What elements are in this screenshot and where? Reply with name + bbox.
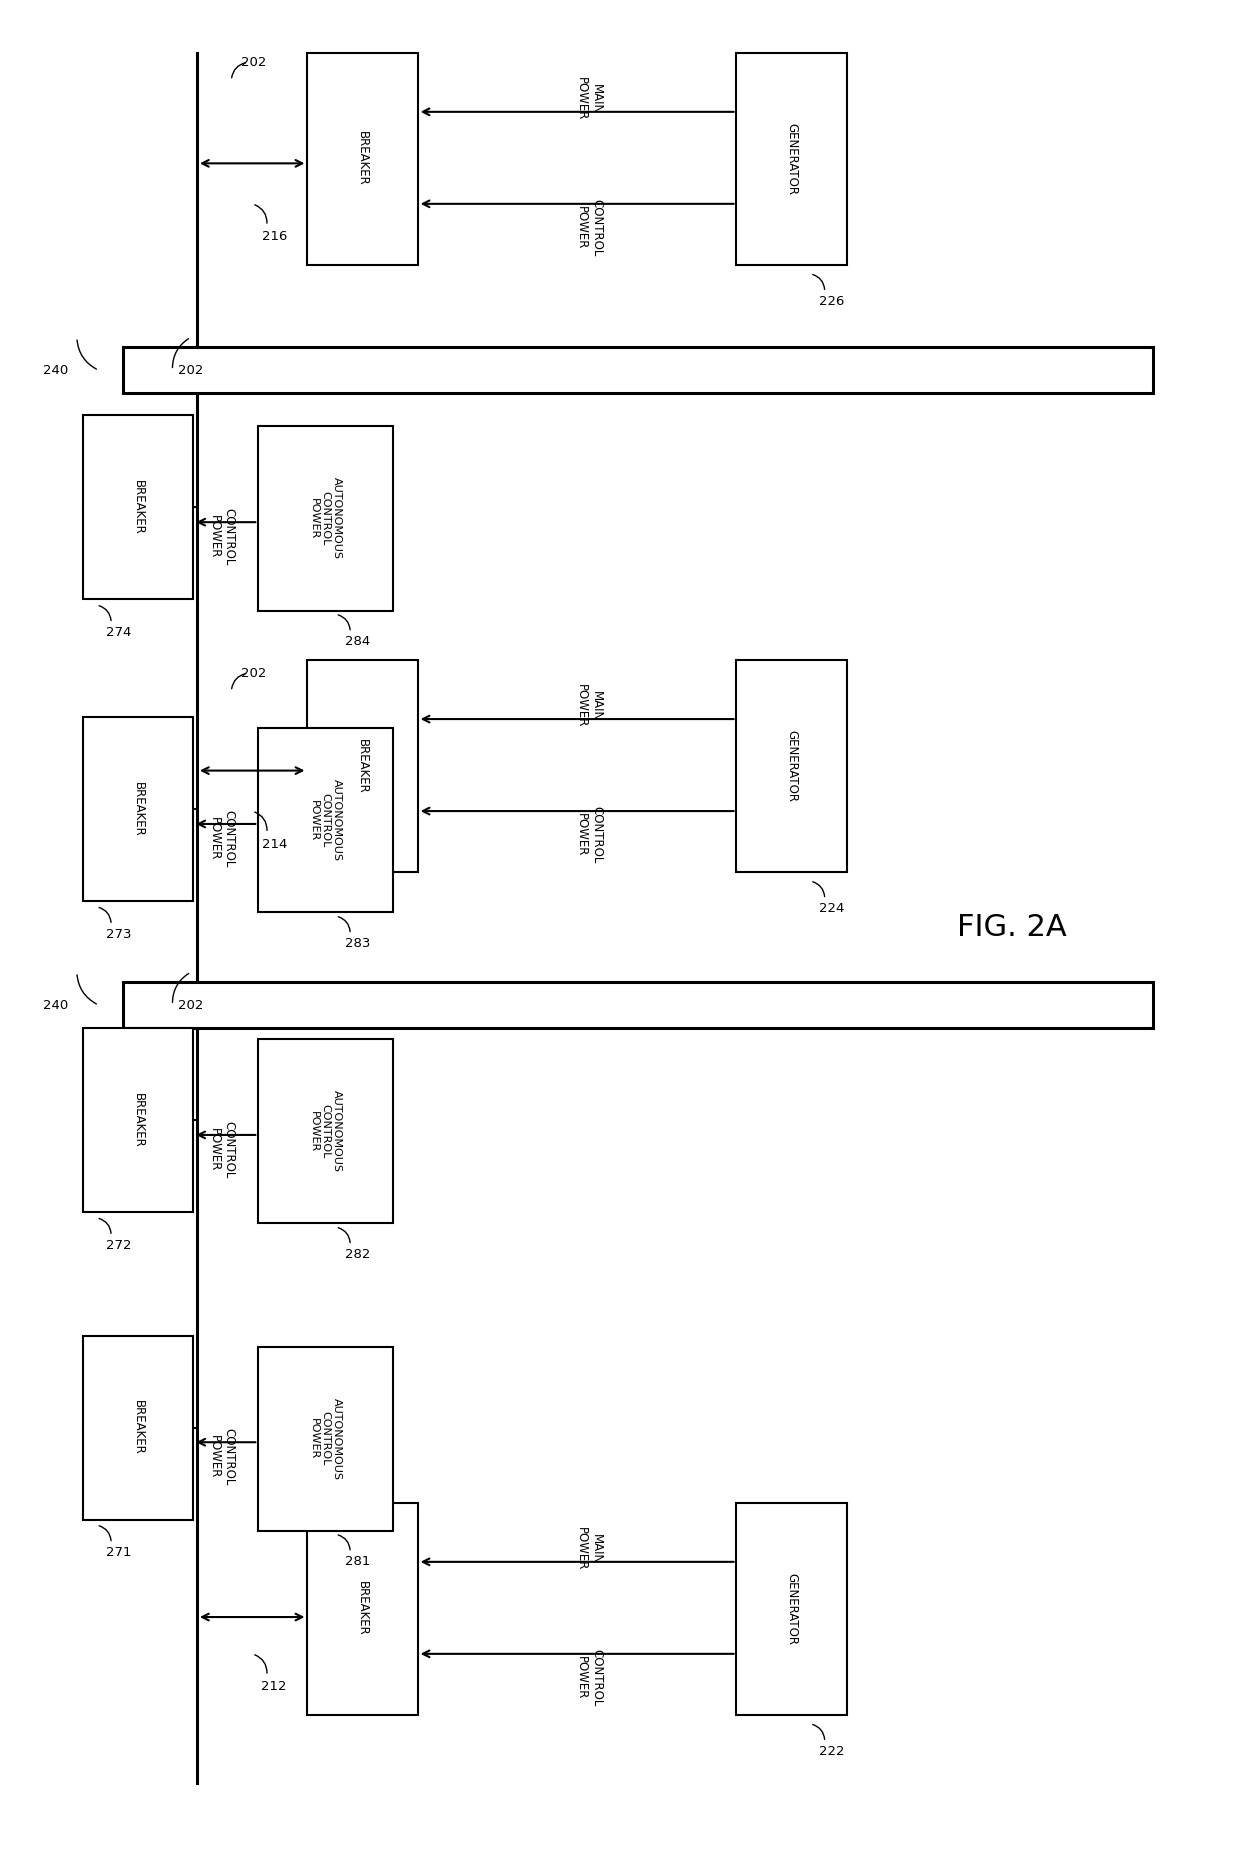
Text: MAIN
POWER: MAIN POWER xyxy=(575,78,604,121)
Text: 222: 222 xyxy=(820,1745,844,1758)
FancyBboxPatch shape xyxy=(258,426,393,610)
Text: 273: 273 xyxy=(105,927,131,940)
Text: 202: 202 xyxy=(179,363,203,376)
FancyBboxPatch shape xyxy=(258,1040,393,1224)
Text: BREAKER: BREAKER xyxy=(131,1400,145,1455)
Text: 212: 212 xyxy=(262,1680,286,1693)
Text: FIG. 2A: FIG. 2A xyxy=(957,912,1068,942)
Text: 226: 226 xyxy=(820,295,844,308)
Text: AUTONOMOUS
CONTROL
POWER: AUTONOMOUS CONTROL POWER xyxy=(309,1398,342,1479)
Text: BREAKER: BREAKER xyxy=(356,738,370,794)
FancyBboxPatch shape xyxy=(83,717,193,901)
Text: GENERATOR: GENERATOR xyxy=(785,1572,799,1644)
Text: BREAKER: BREAKER xyxy=(131,1092,145,1148)
Text: GENERATOR: GENERATOR xyxy=(785,122,799,195)
Text: 202: 202 xyxy=(241,667,267,680)
Text: 271: 271 xyxy=(105,1546,131,1559)
Text: CONTROL
POWER: CONTROL POWER xyxy=(207,508,236,565)
Text: AUTONOMOUS
CONTROL
POWER: AUTONOMOUS CONTROL POWER xyxy=(309,1090,342,1172)
Text: 283: 283 xyxy=(345,936,371,949)
Text: BREAKER: BREAKER xyxy=(131,480,145,534)
Text: 224: 224 xyxy=(820,903,844,916)
Text: 202: 202 xyxy=(241,56,267,69)
Text: 281: 281 xyxy=(345,1556,371,1568)
Text: CONTROL
POWER: CONTROL POWER xyxy=(207,810,236,868)
FancyBboxPatch shape xyxy=(308,660,418,871)
FancyBboxPatch shape xyxy=(83,1335,193,1520)
FancyBboxPatch shape xyxy=(124,347,1153,393)
FancyBboxPatch shape xyxy=(308,54,418,265)
Text: BREAKER: BREAKER xyxy=(356,132,370,185)
Text: CONTROL
POWER: CONTROL POWER xyxy=(207,1122,236,1179)
Text: CONTROL
POWER: CONTROL POWER xyxy=(575,806,604,864)
Text: GENERATOR: GENERATOR xyxy=(785,730,799,803)
Text: MAIN
POWER: MAIN POWER xyxy=(575,1528,604,1570)
Text: AUTONOMOUS
CONTROL
POWER: AUTONOMOUS CONTROL POWER xyxy=(309,779,342,862)
Text: MAIN
POWER: MAIN POWER xyxy=(575,684,604,729)
FancyBboxPatch shape xyxy=(737,54,847,265)
Text: 202: 202 xyxy=(179,999,203,1012)
Text: BREAKER: BREAKER xyxy=(356,1581,370,1635)
FancyBboxPatch shape xyxy=(258,1346,393,1531)
Text: 240: 240 xyxy=(43,999,68,1012)
FancyBboxPatch shape xyxy=(737,660,847,871)
FancyBboxPatch shape xyxy=(737,1504,847,1715)
Text: 284: 284 xyxy=(345,636,371,649)
Text: AUTONOMOUS
CONTROL
POWER: AUTONOMOUS CONTROL POWER xyxy=(309,478,342,560)
Text: 282: 282 xyxy=(345,1248,371,1261)
FancyBboxPatch shape xyxy=(83,1029,193,1213)
Text: 216: 216 xyxy=(262,230,286,243)
FancyBboxPatch shape xyxy=(124,983,1153,1029)
Text: CONTROL
POWER: CONTROL POWER xyxy=(575,198,604,256)
FancyBboxPatch shape xyxy=(258,729,393,912)
Text: CONTROL
POWER: CONTROL POWER xyxy=(207,1428,236,1485)
Text: 214: 214 xyxy=(262,838,286,851)
Text: CONTROL
POWER: CONTROL POWER xyxy=(575,1648,604,1706)
FancyBboxPatch shape xyxy=(308,1504,418,1715)
Text: 272: 272 xyxy=(105,1238,131,1251)
Text: 274: 274 xyxy=(105,627,131,640)
Text: BREAKER: BREAKER xyxy=(131,782,145,836)
FancyBboxPatch shape xyxy=(83,415,193,599)
Text: 240: 240 xyxy=(43,363,68,376)
